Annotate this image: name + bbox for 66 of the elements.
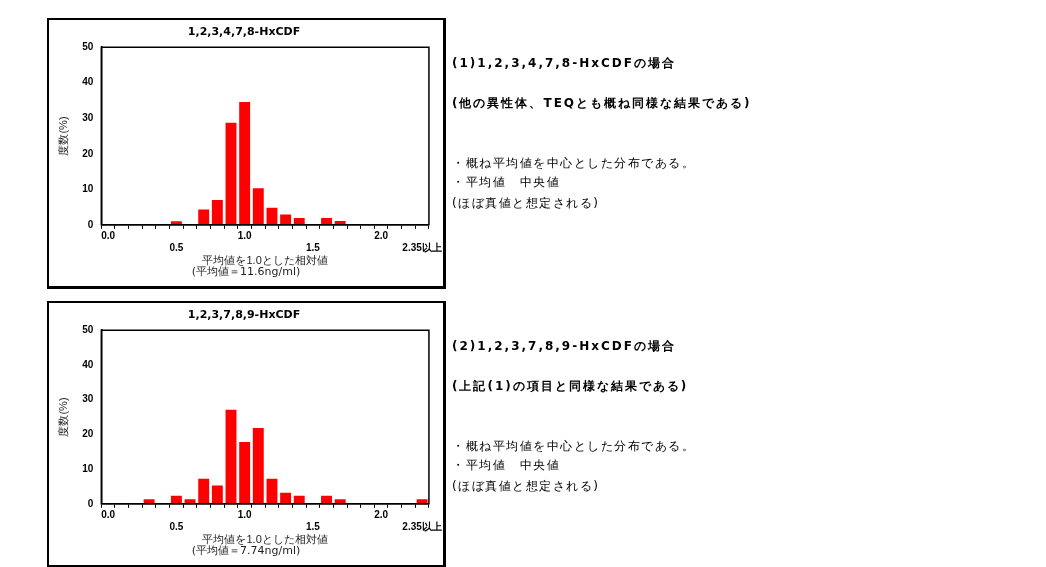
bar [416,499,428,504]
text: ・平均値 中央値 [452,174,560,191]
text: (2)1,2,3,7,8,9-HxCDFの場合 [452,338,676,355]
bar [266,207,278,225]
x-tick-label: 0.5 [169,520,184,532]
bar [198,478,210,504]
bar [198,209,210,225]
x-tick-label: 2.0 [374,508,389,520]
bar [280,492,292,504]
y-tick-label: 20 [82,428,94,440]
bar [225,122,237,225]
text: (平均値＝7.74ng/ml) [190,544,301,558]
bar [170,221,182,225]
x-tick-label: 2.0 [374,229,389,241]
text: (ほぼ真値と想定される) [452,195,600,212]
bar [293,495,305,504]
y-tick-label: 50 [82,323,94,335]
bar [252,188,264,225]
y-tick-label: 10 [82,462,94,474]
x-axis-title: 平均値を1.0とした相対値 [202,254,328,267]
x-tick-label: 1.5 [305,520,321,532]
bar [211,485,223,504]
bar [280,214,292,225]
x-tick-label: 2.35以上 [402,241,442,253]
bar [293,218,305,225]
bar [239,442,251,504]
bar [239,101,251,225]
y-axis-title: 度数(%) [56,116,69,156]
y-axis-title: 度数(%) [56,397,69,437]
y-tick-label: 40 [82,76,94,88]
y-tick-label: 20 [82,147,94,159]
bar [334,499,346,504]
y-tick-label: 50 [82,40,94,52]
x-tick-label: 0.0 [101,229,116,241]
x-tick-label: 1.5 [305,241,321,253]
x-tick-label: 0.0 [101,508,116,520]
y-tick-label: 30 [82,111,94,123]
bar [321,218,333,225]
y-tick-label: 0 [87,218,94,230]
bar [211,199,223,225]
bar [184,499,196,504]
x-axis-title: 平均値を1.0とした相対値 [202,533,328,546]
text: ・概ね平均値を中心とした分布である。 [452,155,695,172]
text: ・概ね平均値を中心とした分布である。 [452,438,695,455]
chart-title: 1,2,3,7,8,9-HxCDF [187,308,301,322]
x-tick-label: 1.0 [237,229,253,241]
bar [266,478,278,504]
y-tick-label: 10 [82,183,94,195]
y-tick-label: 40 [82,358,94,370]
text: (平均値＝11.6ng/ml) [190,265,301,279]
text: ・平均値 中央値 [452,457,560,474]
bar [170,495,182,504]
x-tick-label: 1.0 [237,508,253,520]
x-tick-label: 0.5 [169,241,184,253]
text: (他の異性体、TEQとも概ね同様な結果である) [452,95,752,112]
x-tick-label: 2.35以上 [402,520,442,532]
bar [321,495,333,504]
bar [143,499,155,504]
y-tick-label: 30 [82,393,94,405]
text: (1)1,2,3,4,7,8-HxCDFの場合 [452,55,676,72]
y-tick-label: 0 [87,497,94,509]
bar [225,409,237,504]
text: (上記(1)の項目と同様な結果である) [452,378,689,395]
text: (ほぼ真値と想定される) [452,478,600,495]
chart-title: 1,2,3,4,7,8-HxCDF [187,25,301,39]
bar [252,428,264,504]
